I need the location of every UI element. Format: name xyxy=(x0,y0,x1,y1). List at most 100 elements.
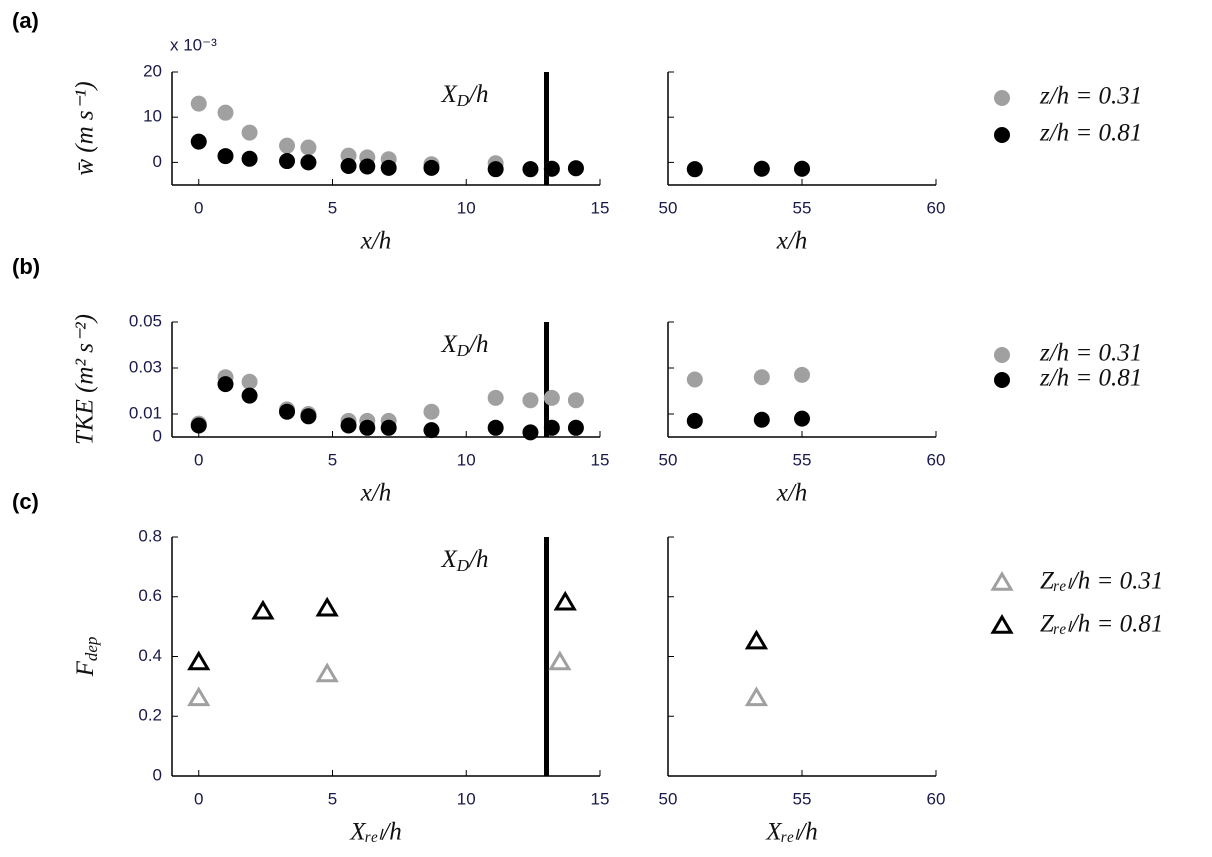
marker xyxy=(380,159,397,176)
marker xyxy=(548,650,572,671)
marker xyxy=(753,160,770,177)
x-tick-label: 0 xyxy=(194,789,203,808)
x-tick-label: 15 xyxy=(591,450,610,469)
y-tick-label: 0.6 xyxy=(138,586,162,605)
x-tick-label: 15 xyxy=(591,198,610,217)
xd-label-base: X xyxy=(441,331,459,358)
marker xyxy=(753,411,770,428)
marker xyxy=(340,158,357,175)
marker xyxy=(487,389,504,406)
x-axis-label: x/h xyxy=(776,228,808,255)
marker xyxy=(217,148,234,165)
legend-marker xyxy=(994,127,1010,143)
marker xyxy=(423,159,440,176)
axis-multiplier: x 10⁻³ xyxy=(170,35,217,54)
xd-label-sub: D xyxy=(456,556,470,575)
marker xyxy=(279,137,296,154)
y-tick-label: 0 xyxy=(153,152,162,171)
x-tick-label: 50 xyxy=(659,450,678,469)
x-tick-label: 60 xyxy=(927,450,946,469)
marker xyxy=(543,389,560,406)
marker xyxy=(190,133,207,150)
xd-label-sub: D xyxy=(456,341,470,360)
marker xyxy=(187,686,211,707)
marker xyxy=(522,424,539,441)
marker xyxy=(744,686,769,707)
y-tick-label: 0.01 xyxy=(129,403,162,422)
marker xyxy=(241,124,258,141)
marker xyxy=(567,160,584,177)
x-tick-label: 5 xyxy=(328,450,337,469)
x-axis-label: x/h xyxy=(360,480,392,507)
x-axis-label: x/h xyxy=(360,228,392,255)
marker xyxy=(543,419,560,436)
marker xyxy=(300,408,317,425)
y-axis-label: w̄ (m s⁻¹) xyxy=(72,81,99,175)
x-tick-label: 10 xyxy=(457,789,476,808)
marker xyxy=(794,160,810,177)
x-tick-label: 0 xyxy=(194,450,203,469)
marker xyxy=(522,392,539,409)
marker xyxy=(567,392,584,409)
xd-label-rest: /h xyxy=(467,331,488,358)
marker xyxy=(279,403,296,420)
legend-label: Zᵣₑₗ/h = 0.81 xyxy=(1040,611,1163,638)
x-axis-label: Xᵣₑₗ/h xyxy=(349,819,402,846)
xd-label-rest: /h xyxy=(467,81,488,108)
marker xyxy=(241,373,258,390)
marker xyxy=(423,403,440,420)
x-tick-label: 60 xyxy=(927,789,946,808)
legend-marker xyxy=(994,90,1010,106)
xd-label-base: X xyxy=(441,81,459,108)
legend-marker xyxy=(994,372,1010,388)
x-tick-label: 10 xyxy=(457,198,476,217)
panel-label: (a) xyxy=(12,8,39,33)
marker xyxy=(217,104,234,121)
marker xyxy=(241,150,258,167)
x-tick-label: 10 xyxy=(457,450,476,469)
marker xyxy=(423,422,440,439)
y-axis-label: TKE (m² s⁻²) xyxy=(72,314,99,445)
legend-label: z/h = 0.81 xyxy=(1039,365,1142,392)
y-tick-label: 0.05 xyxy=(129,311,162,330)
x-axis-label: x/h xyxy=(776,480,808,507)
y-axis-label: Fdep xyxy=(72,637,101,678)
panel-label: (c) xyxy=(12,489,39,514)
marker xyxy=(241,387,258,404)
marker xyxy=(251,599,275,620)
x-tick-label: 5 xyxy=(328,789,337,808)
marker xyxy=(190,95,207,112)
x-tick-label: 60 xyxy=(927,198,946,217)
marker xyxy=(315,662,339,683)
x-tick-label: 50 xyxy=(659,789,678,808)
legend-marker xyxy=(990,614,1014,634)
marker xyxy=(522,161,539,178)
y-tick-label: 0.8 xyxy=(138,526,162,545)
y-tick-label: 0.4 xyxy=(138,646,162,665)
marker xyxy=(753,369,770,386)
marker xyxy=(686,371,703,388)
x-axis-label: Xᵣₑₗ/h xyxy=(765,819,818,846)
y-axis-label-base: F xyxy=(72,660,99,677)
xd-label: XD/h xyxy=(441,546,489,575)
y-tick-label: 0 xyxy=(153,765,162,784)
marker xyxy=(300,154,317,171)
y-tick-label: 0.2 xyxy=(138,706,162,725)
xd-label: XD/h xyxy=(441,81,489,110)
x-tick-label: 55 xyxy=(793,450,812,469)
marker xyxy=(300,139,317,156)
marker xyxy=(359,419,376,436)
marker xyxy=(340,417,357,434)
y-tick-label: 0 xyxy=(153,426,162,445)
legend-label: z/h = 0.81 xyxy=(1039,120,1142,147)
xd-label-rest: /h xyxy=(467,546,488,573)
marker xyxy=(187,650,211,671)
y-axis-label-sub: dep xyxy=(82,637,101,662)
xd-label-sub: D xyxy=(456,91,470,110)
x-tick-label: 55 xyxy=(793,789,812,808)
legend-label: z/h = 0.31 xyxy=(1039,340,1142,367)
legend-marker xyxy=(990,571,1014,591)
marker xyxy=(553,590,577,611)
